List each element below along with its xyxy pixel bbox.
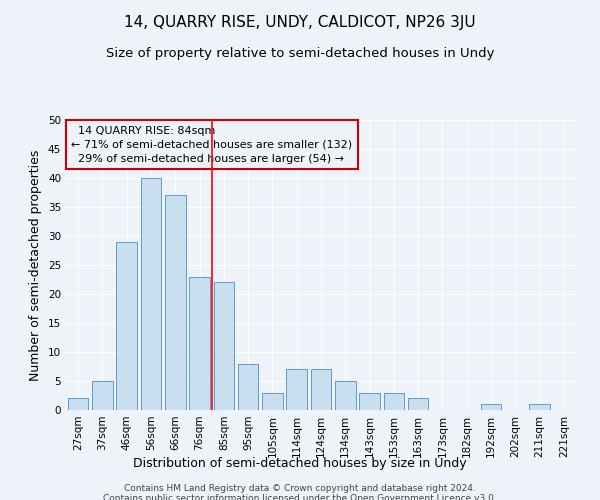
Bar xyxy=(92,381,113,410)
Text: Contains public sector information licensed under the Open Government Licence v3: Contains public sector information licen… xyxy=(103,494,497,500)
Bar xyxy=(68,398,88,410)
Text: 14 QUARRY RISE: 84sqm
← 71% of semi-detached houses are smaller (132)
  29% of s: 14 QUARRY RISE: 84sqm ← 71% of semi-deta… xyxy=(71,126,352,164)
Bar xyxy=(262,392,283,410)
Bar xyxy=(165,196,185,410)
Bar xyxy=(529,404,550,410)
Bar xyxy=(359,392,380,410)
Text: Contains HM Land Registry data © Crown copyright and database right 2024.: Contains HM Land Registry data © Crown c… xyxy=(124,484,476,493)
Bar xyxy=(286,370,307,410)
Bar xyxy=(116,242,137,410)
Bar xyxy=(238,364,259,410)
Text: Distribution of semi-detached houses by size in Undy: Distribution of semi-detached houses by … xyxy=(133,458,467,470)
Bar xyxy=(335,381,356,410)
Text: Size of property relative to semi-detached houses in Undy: Size of property relative to semi-detach… xyxy=(106,48,494,60)
Bar xyxy=(189,276,210,410)
Bar xyxy=(481,404,502,410)
Bar xyxy=(408,398,428,410)
Bar xyxy=(214,282,234,410)
Bar xyxy=(140,178,161,410)
Y-axis label: Number of semi-detached properties: Number of semi-detached properties xyxy=(29,150,43,380)
Bar xyxy=(311,370,331,410)
Text: 14, QUARRY RISE, UNDY, CALDICOT, NP26 3JU: 14, QUARRY RISE, UNDY, CALDICOT, NP26 3J… xyxy=(124,15,476,30)
Bar xyxy=(383,392,404,410)
